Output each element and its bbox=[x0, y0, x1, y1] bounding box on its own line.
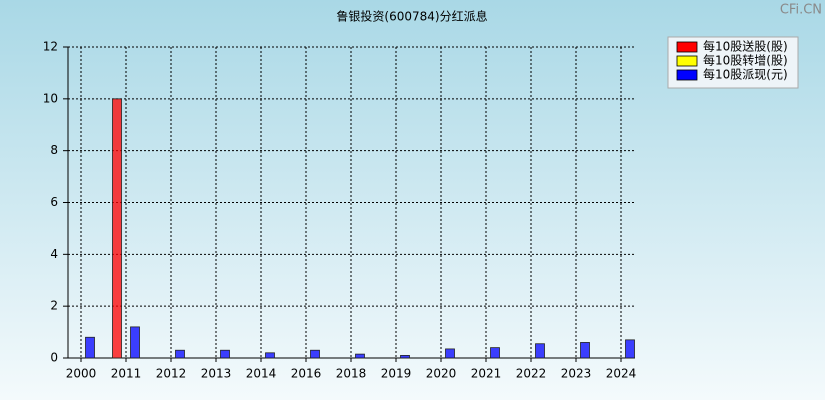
bar bbox=[535, 343, 545, 359]
y-tick-label: 12 bbox=[43, 40, 58, 54]
bar bbox=[130, 326, 140, 359]
x-tick-label: 2018 bbox=[336, 367, 367, 381]
y-tick-label: 0 bbox=[50, 351, 58, 365]
legend-label: 每10股派现(元) bbox=[703, 67, 788, 82]
chart-title: 鲁银投资(600784)分红派息 bbox=[336, 9, 487, 24]
bar bbox=[400, 355, 410, 359]
bar bbox=[445, 348, 455, 359]
bar bbox=[580, 342, 590, 359]
y-tick-label: 4 bbox=[50, 247, 58, 261]
bar bbox=[265, 352, 275, 359]
legend-label: 每10股转增(股) bbox=[703, 53, 788, 68]
x-tick-label: 2022 bbox=[516, 367, 547, 381]
bar bbox=[310, 349, 320, 359]
x-tick-label: 2014 bbox=[246, 367, 277, 381]
legend-swatch bbox=[676, 41, 698, 53]
bar bbox=[85, 336, 95, 359]
x-tick-label: 2016 bbox=[291, 367, 322, 381]
x-tick-label: 2023 bbox=[561, 367, 592, 381]
x-tick-label: 2020 bbox=[426, 367, 457, 381]
bar bbox=[355, 353, 365, 359]
x-tick-label: 2019 bbox=[381, 367, 412, 381]
x-tick-label: 2012 bbox=[156, 367, 187, 381]
legend-swatch bbox=[676, 55, 698, 67]
legend-label: 每10股送股(股) bbox=[703, 39, 788, 54]
x-tick-label: 2011 bbox=[111, 367, 142, 381]
x-tick-label: 2021 bbox=[471, 367, 502, 381]
x-tick-label: 2024 bbox=[606, 367, 637, 381]
x-tick-label: 2000 bbox=[66, 367, 97, 381]
y-tick-label: 8 bbox=[50, 143, 58, 157]
bar bbox=[175, 349, 185, 359]
y-tick-label: 2 bbox=[50, 299, 58, 313]
watermark: CFi.CN bbox=[780, 3, 822, 18]
bar bbox=[625, 339, 635, 359]
y-tick-label: 10 bbox=[43, 91, 58, 105]
y-tick-label: 6 bbox=[50, 195, 58, 209]
x-tick-label: 2013 bbox=[201, 367, 232, 381]
legend-swatch bbox=[676, 69, 698, 81]
bar bbox=[112, 98, 122, 359]
bar bbox=[490, 347, 500, 359]
bar bbox=[220, 349, 230, 359]
